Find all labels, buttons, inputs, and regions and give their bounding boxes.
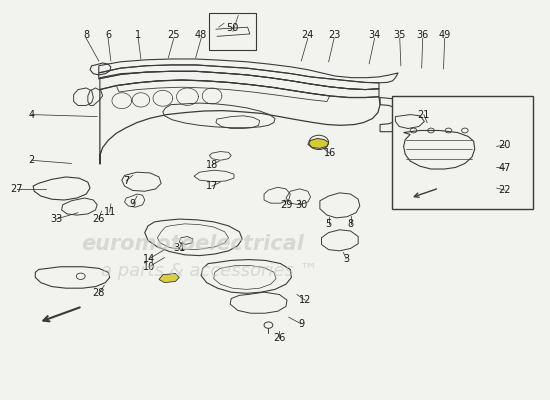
Text: 20: 20 xyxy=(499,140,511,150)
Text: 31: 31 xyxy=(173,244,185,254)
Text: 28: 28 xyxy=(92,288,105,298)
Text: 35: 35 xyxy=(394,30,406,40)
Text: 18: 18 xyxy=(206,160,218,170)
Text: 14: 14 xyxy=(143,254,155,264)
Text: 23: 23 xyxy=(328,30,340,40)
Text: 8: 8 xyxy=(83,30,89,40)
Text: 22: 22 xyxy=(499,185,511,195)
Polygon shape xyxy=(159,274,179,283)
Text: 27: 27 xyxy=(10,184,23,194)
Text: 3: 3 xyxy=(343,254,349,264)
Text: 4: 4 xyxy=(29,110,35,120)
Text: 9: 9 xyxy=(298,319,304,329)
Text: 9: 9 xyxy=(130,199,136,209)
Text: 34: 34 xyxy=(368,30,381,40)
Text: 12: 12 xyxy=(299,295,311,305)
Text: 29: 29 xyxy=(280,200,292,210)
FancyBboxPatch shape xyxy=(210,12,256,50)
Text: a parts & accessories ™: a parts & accessories ™ xyxy=(101,262,318,280)
Text: 36: 36 xyxy=(417,30,429,40)
Text: 21: 21 xyxy=(417,110,430,120)
Text: 49: 49 xyxy=(438,30,451,40)
Text: 26: 26 xyxy=(92,214,105,224)
Text: 24: 24 xyxy=(301,30,314,40)
Text: 30: 30 xyxy=(295,200,307,210)
FancyBboxPatch shape xyxy=(392,96,534,209)
Text: 16: 16 xyxy=(323,148,336,158)
Text: euromotoelectrical: euromotoelectrical xyxy=(81,234,304,254)
Text: 11: 11 xyxy=(103,207,116,217)
Text: 8: 8 xyxy=(348,219,354,229)
Text: 10: 10 xyxy=(143,262,155,272)
Text: 26: 26 xyxy=(273,333,285,343)
Text: 1: 1 xyxy=(135,30,141,40)
Text: 17: 17 xyxy=(206,181,218,191)
Text: 5: 5 xyxy=(326,219,332,229)
Text: 47: 47 xyxy=(499,163,511,173)
Polygon shape xyxy=(308,138,329,148)
Text: 33: 33 xyxy=(50,214,62,224)
Text: 7: 7 xyxy=(123,176,129,186)
Text: 6: 6 xyxy=(105,30,111,40)
Text: 2: 2 xyxy=(29,155,35,165)
Text: 48: 48 xyxy=(195,30,207,40)
Text: 25: 25 xyxy=(168,30,180,40)
Text: 50: 50 xyxy=(227,23,239,33)
